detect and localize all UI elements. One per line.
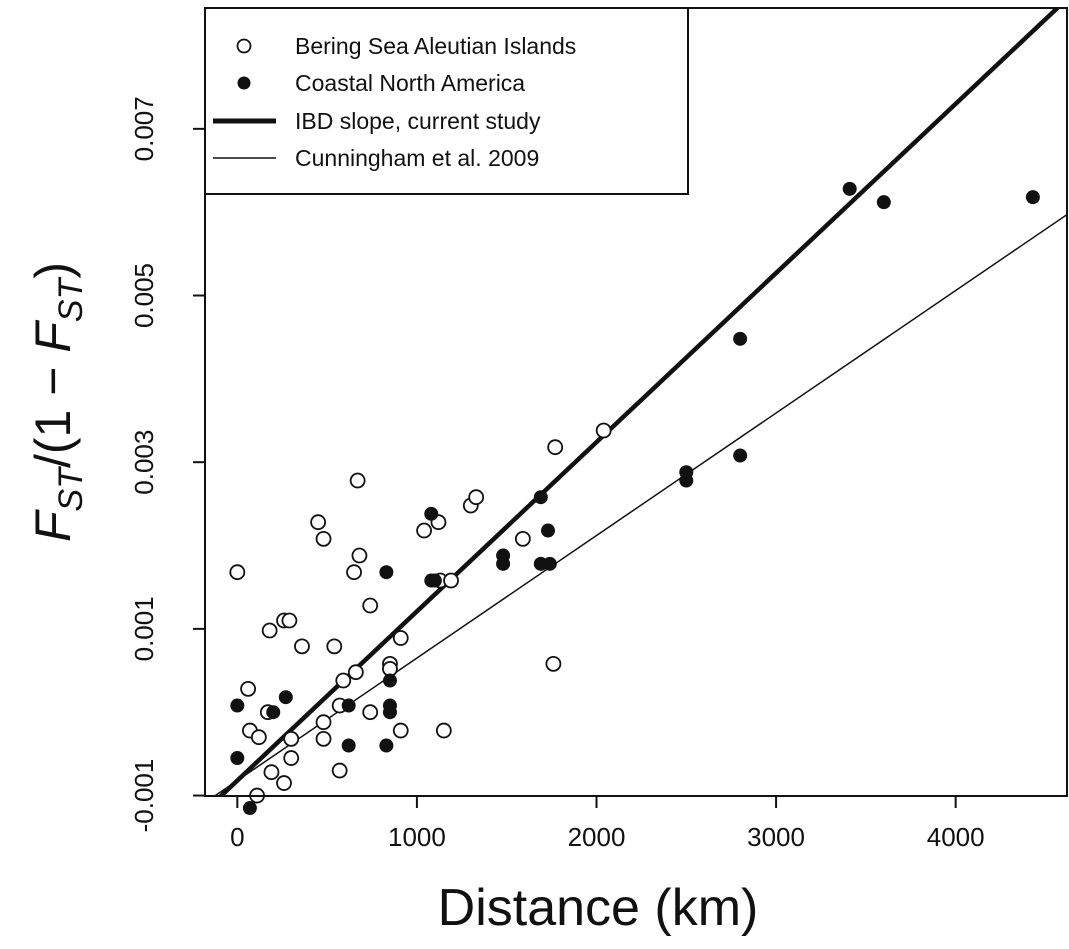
coastal-point (733, 331, 748, 346)
bering-point (240, 680, 257, 697)
cunningham-line (213, 213, 1067, 796)
coastal-point (876, 195, 891, 210)
bering-point (547, 439, 564, 456)
legend-box (204, 7, 689, 195)
legend-label-ibd: IBD slope, current study (295, 108, 541, 134)
bering-point (283, 750, 300, 766)
bering-point (331, 762, 348, 779)
bering-point (468, 489, 485, 506)
x-tick-label: 4000 (927, 822, 985, 852)
y-tick-label: 0.001 (129, 596, 159, 661)
legend: Bering Sea Aleutian Islands Coastal Nort… (204, 7, 689, 195)
coastal-point (427, 573, 442, 588)
coastal-point (242, 801, 257, 816)
bering-point (283, 730, 300, 747)
x-tick-label: 0 (230, 822, 244, 852)
bering-point (362, 597, 379, 614)
coastal-point (842, 181, 857, 196)
y-tick-label: 0.003 (129, 430, 159, 495)
coastal-point (679, 473, 694, 488)
coastal-point (379, 565, 394, 580)
bering-point (351, 547, 368, 564)
bering-point (545, 655, 562, 672)
bering-point (392, 630, 409, 646)
coastal-point (496, 556, 511, 571)
coastal-point (379, 738, 394, 753)
coastal-point (424, 506, 439, 521)
x-axis-title: Distance (km) (438, 879, 759, 937)
legend-label-bering: Bering Sea Aleutian Islands (295, 33, 576, 59)
legend-label-coastal: Coastal North America (295, 70, 525, 96)
bering-point (229, 564, 246, 581)
x-tick-label: 1000 (388, 822, 446, 852)
axis-ticks: 0 1000 2000 3000 4000 -0.001 0.001 0.003 0.005 0.… (129, 96, 985, 852)
y-tick-label: 0.005 (129, 263, 159, 328)
coastal-point (341, 698, 356, 713)
bering-point (392, 722, 409, 739)
bering-point (281, 612, 298, 629)
bering-point (250, 729, 267, 746)
coastal-point (278, 690, 293, 705)
bering-point (346, 564, 362, 581)
legend-label-cunningham: Cunningham et al. 2009 (295, 145, 539, 171)
x-tick-label: 3000 (747, 822, 805, 852)
bering-point (595, 422, 612, 439)
bering-point (263, 764, 280, 781)
bering-point (276, 775, 292, 791)
y-axis-title: FST/(1 − FST) (25, 262, 90, 542)
bering-point (294, 638, 310, 655)
coastal-point (266, 705, 281, 720)
y-tick-label: 0.007 (129, 96, 159, 161)
coastal-point (1025, 190, 1040, 205)
bering-point (326, 638, 343, 655)
coastal-point (382, 673, 397, 688)
x-tick-label: 2000 (568, 822, 626, 852)
coastal-point (382, 705, 397, 720)
coastal-point (230, 698, 245, 713)
coastal-point (533, 490, 548, 505)
bering-point (261, 622, 278, 639)
y-tick-label: -0.001 (129, 759, 159, 833)
coastal-point (542, 556, 557, 571)
bering-point (310, 514, 327, 531)
coastal-point (541, 523, 556, 538)
coastal-point (733, 448, 748, 463)
coastal-point (341, 738, 356, 753)
legend-filled-circle-icon (237, 76, 251, 90)
bering-point (443, 572, 459, 589)
bering-point (435, 722, 452, 739)
legend-open-circle-icon (236, 38, 252, 54)
bering-point (335, 672, 352, 689)
bering-point (347, 664, 364, 681)
bering-point (315, 714, 332, 731)
bering-point (362, 704, 379, 721)
coastal-point (230, 751, 245, 766)
bering-point (514, 530, 531, 547)
bering-point (349, 472, 366, 489)
bering-point (416, 522, 432, 539)
bering-point (315, 530, 332, 547)
bering-point (315, 730, 332, 747)
data-points (229, 181, 1040, 816)
